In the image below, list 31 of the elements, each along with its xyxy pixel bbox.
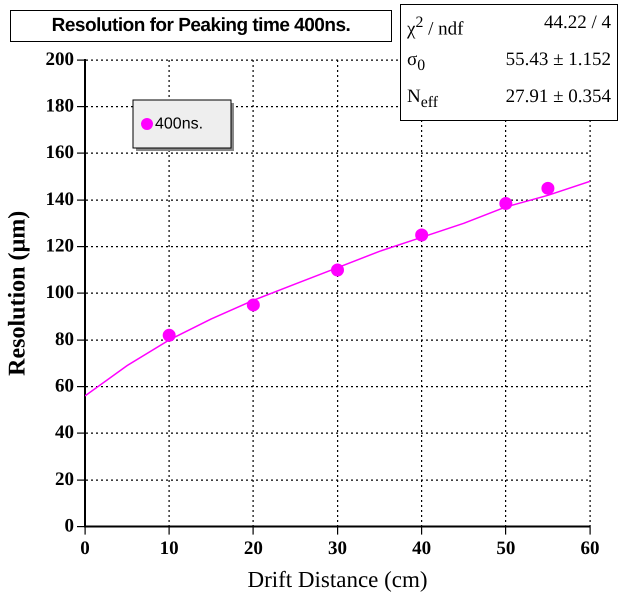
y-tick-label: 60	[55, 376, 74, 397]
x-tick-label: 0	[80, 538, 90, 559]
x-tick-label: 50	[496, 538, 516, 559]
y-tick-label: 120	[46, 236, 74, 257]
point	[162, 328, 176, 342]
point	[415, 228, 428, 242]
x-tick-label: 30	[328, 538, 347, 559]
point	[541, 182, 554, 195]
y-tick-label: 80	[55, 328, 74, 350]
point	[246, 298, 260, 312]
x-tick-label: 10	[160, 538, 179, 559]
y-tick-label: 160	[46, 142, 74, 164]
text: χ$^{2}$ / ndf 44.22 / 4	[407, 12, 611, 40]
legend-label: 400ns.	[155, 115, 204, 132]
y-tick-label: 100	[46, 282, 74, 304]
y-tick-label: 140	[46, 188, 74, 210]
y-tick-label: 0	[64, 516, 74, 537]
chart-title: Resolution for Peaking time 400ns.	[10, 10, 392, 42]
text: σ$_{0}$ 55.43 ± 1.152	[407, 49, 611, 74]
y-tick-label: 180	[46, 96, 74, 117]
y-tick-label: 40	[55, 422, 74, 444]
y-tick-label: 200	[46, 48, 74, 70]
x-tick-label: 40	[412, 538, 432, 559]
x-tick-label: 60	[580, 538, 600, 559]
text: N$_{eff}$ 27.91 ± 0.354	[407, 86, 611, 111]
point	[331, 263, 344, 276]
x-axis-title: Drift Distance (cm)	[247, 567, 428, 592]
y-axis-title: Resolution (µm)	[4, 210, 31, 376]
x-tick-label: 20	[244, 538, 263, 559]
y-tick-label: 20	[55, 468, 74, 490]
point	[499, 196, 512, 210]
